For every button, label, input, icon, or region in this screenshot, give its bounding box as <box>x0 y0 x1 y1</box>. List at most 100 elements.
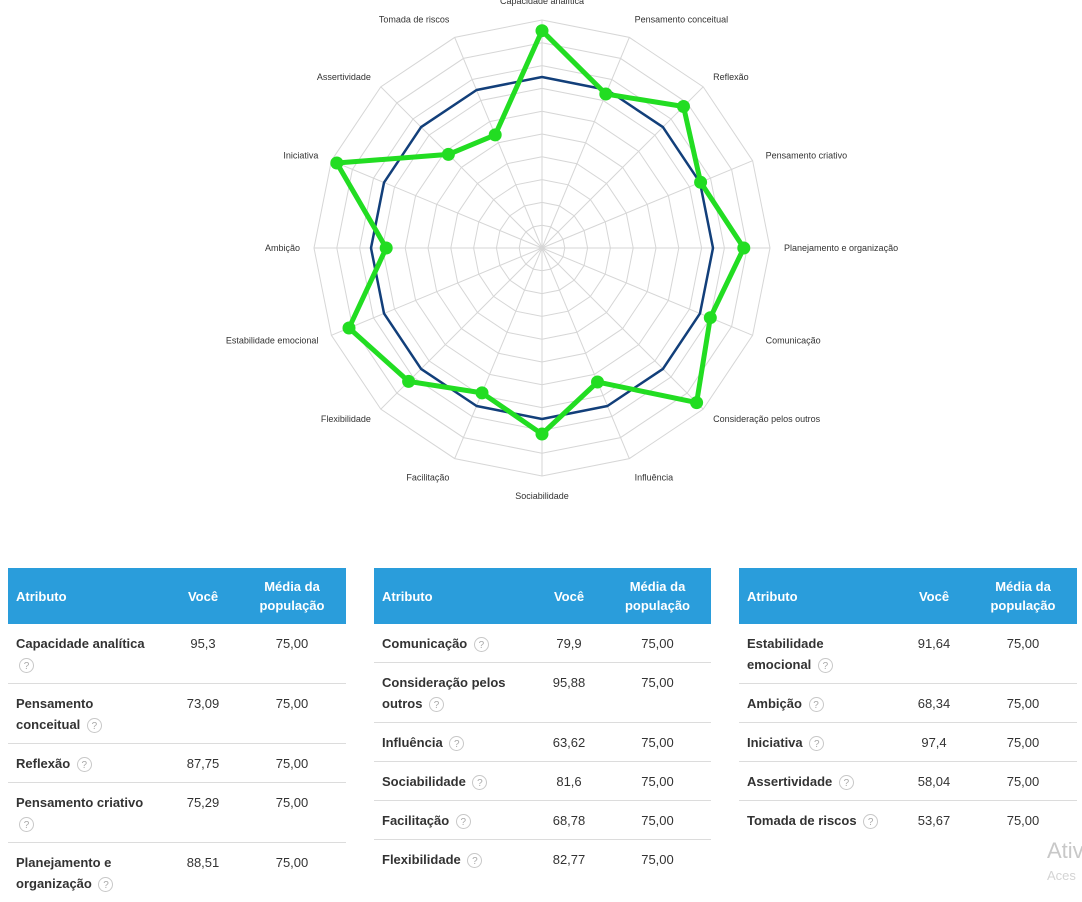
help-icon[interactable]: ? <box>98 877 113 892</box>
population-average-value: 75,00 <box>604 762 711 801</box>
data-point <box>536 428 549 441</box>
attribute-name: Planejamento e organização <box>16 855 111 891</box>
population-average-value: 75,00 <box>238 744 346 783</box>
data-point <box>690 396 703 409</box>
data-point <box>343 322 356 335</box>
you-value: 63,62 <box>534 723 604 762</box>
you-value: 88,51 <box>168 843 238 902</box>
attribute-cell: Pensamento criativo ? <box>8 783 168 843</box>
axis-label: Tomada de riscos <box>379 14 450 24</box>
you-value: 68,78 <box>534 801 604 840</box>
data-point <box>704 311 717 324</box>
attribute-cell: Consideração pelos outros ? <box>374 663 534 723</box>
help-icon[interactable]: ? <box>467 853 482 868</box>
attribute-name: Ambição <box>747 696 802 711</box>
population-average-value: 75,00 <box>969 684 1077 723</box>
help-icon[interactable]: ? <box>19 658 34 673</box>
help-icon[interactable]: ? <box>449 736 464 751</box>
help-icon[interactable]: ? <box>839 775 854 790</box>
you-value: 91,64 <box>899 624 969 684</box>
axis-label: Sociabilidade <box>515 491 569 501</box>
attribute-name: Flexibilidade <box>382 852 461 867</box>
help-icon[interactable]: ? <box>809 697 824 712</box>
attribute-cell: Sociabilidade ? <box>374 762 534 801</box>
help-icon[interactable]: ? <box>809 736 824 751</box>
attribute-cell: Influência ? <box>374 723 534 762</box>
grid-spoke <box>331 248 542 335</box>
grid-spoke <box>542 161 753 248</box>
help-icon[interactable]: ? <box>19 817 34 832</box>
axis-label: Influência <box>635 473 674 483</box>
axis-label: Estabilidade emocional <box>226 336 319 346</box>
population-average-value: 75,00 <box>604 723 711 762</box>
population-average-value: 75,00 <box>238 624 346 684</box>
help-icon[interactable]: ? <box>474 637 489 652</box>
attributes-table-2: Atributo Você Média da população Comunic… <box>374 568 711 878</box>
you-value: 79,9 <box>534 624 604 663</box>
you-value: 82,77 <box>534 840 604 879</box>
you-value: 87,75 <box>168 744 238 783</box>
you-value: 97,4 <box>899 723 969 762</box>
help-icon[interactable]: ? <box>472 775 487 790</box>
attribute-cell: Comunicação ? <box>374 624 534 663</box>
help-icon[interactable]: ? <box>456 814 471 829</box>
population-average-value: 75,00 <box>238 843 346 902</box>
data-point <box>330 157 343 170</box>
population-average-value: 75,00 <box>238 783 346 843</box>
activation-watermark: Ativ <box>1047 838 1082 864</box>
column-header-you: Você <box>899 568 969 624</box>
data-point <box>402 375 415 388</box>
help-icon[interactable]: ? <box>863 814 878 829</box>
attribute-name: Sociabilidade <box>382 774 466 789</box>
axis-label: Assertividade <box>317 72 371 82</box>
column-header-attribute: Atributo <box>739 568 899 624</box>
attribute-cell: Facilitação ? <box>374 801 534 840</box>
attribute-cell: Planejamento e organização ? <box>8 843 168 902</box>
data-point <box>489 128 502 141</box>
you-value: 81,6 <box>534 762 604 801</box>
you-value: 95,88 <box>534 663 604 723</box>
axis-label: Facilitação <box>406 473 449 483</box>
data-point <box>476 386 489 399</box>
population-average-value: 75,00 <box>969 801 1077 840</box>
population-average-value: 75,00 <box>604 840 711 879</box>
you-value: 95,3 <box>168 624 238 684</box>
column-header-population-average: Média da população <box>604 568 711 624</box>
axis-label: Pensamento criativo <box>766 150 848 160</box>
attribute-name: Estabilidade emocional <box>747 636 824 672</box>
data-point <box>737 242 750 255</box>
help-icon[interactable]: ? <box>87 718 102 733</box>
population-average-value: 75,00 <box>604 624 711 663</box>
attribute-cell: Flexibilidade ? <box>374 840 534 879</box>
series-line-you <box>337 31 744 434</box>
grid-spoke <box>542 248 629 459</box>
attribute-name: Comunicação <box>382 636 467 651</box>
attribute-cell: Capacidade analítica ? <box>8 624 168 684</box>
data-point <box>536 24 549 37</box>
column-header-population-average: Média da população <box>969 568 1077 624</box>
attribute-cell: Reflexão ? <box>8 744 168 783</box>
help-icon[interactable]: ? <box>818 658 833 673</box>
data-point <box>599 88 612 101</box>
population-average-value: 75,00 <box>969 762 1077 801</box>
axis-label: Consideração pelos outros <box>713 414 821 424</box>
attribute-cell: Iniciativa ? <box>739 723 899 762</box>
attribute-name: Pensamento conceitual <box>16 696 93 732</box>
help-icon[interactable]: ? <box>77 757 92 772</box>
attribute-cell: Estabilidade emocional ? <box>739 624 899 684</box>
help-icon[interactable]: ? <box>429 697 444 712</box>
radar-series <box>330 24 750 440</box>
